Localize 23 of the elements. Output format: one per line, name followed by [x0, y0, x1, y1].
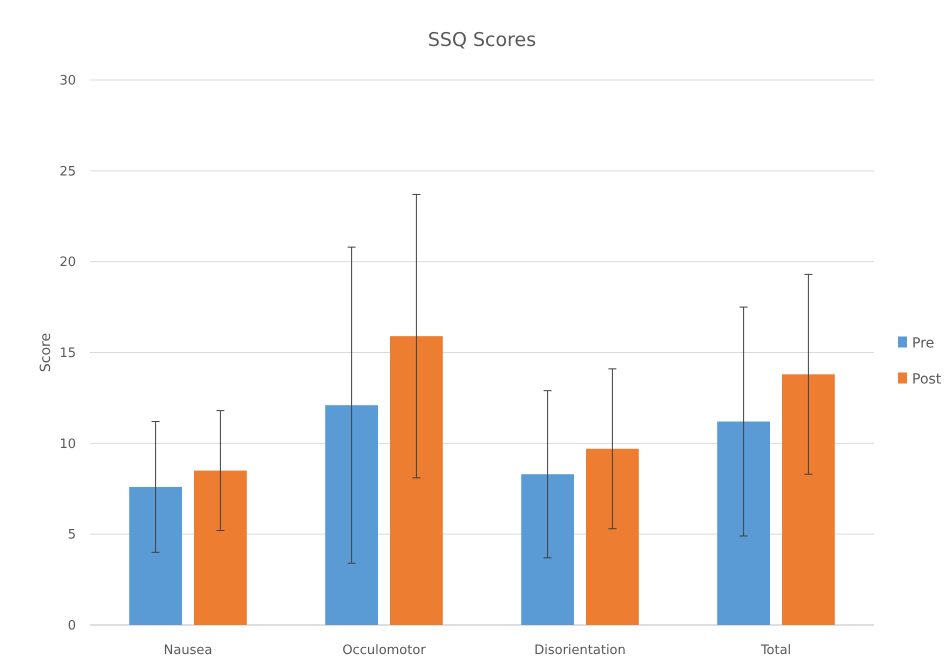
y-axis-title: Score: [38, 332, 54, 372]
x-tick-label: Total: [760, 643, 792, 658]
legend-label: Post: [912, 371, 942, 388]
y-tick-label: 5: [68, 528, 76, 543]
bar: [586, 448, 639, 625]
x-tick-label: Disorientation: [534, 643, 626, 658]
bar: [325, 405, 378, 625]
x-tick-label: Nausea: [164, 643, 212, 658]
y-tick-label: 15: [59, 346, 76, 362]
bar: [390, 336, 443, 625]
x-tick-label: Occulomotor: [342, 643, 426, 658]
bar: [782, 374, 835, 625]
bar: [194, 470, 247, 625]
legend-label: Pre: [912, 335, 934, 352]
y-tick-label: 10: [59, 436, 76, 452]
y-tick-label: 0: [68, 618, 76, 634]
bar: [717, 422, 770, 625]
chart-title: SSQ Scores: [428, 29, 536, 51]
bar: [129, 486, 182, 625]
y-tick-label: 30: [59, 74, 76, 89]
y-tick-label: 20: [59, 255, 76, 270]
y-tick-label: 25: [59, 164, 76, 180]
bar: [521, 474, 574, 625]
